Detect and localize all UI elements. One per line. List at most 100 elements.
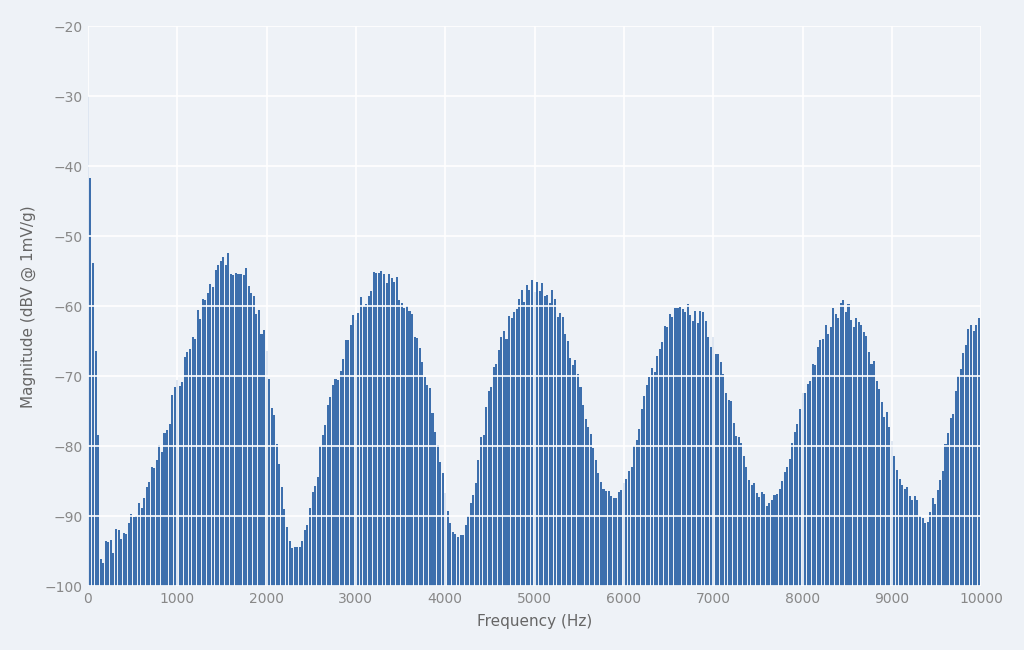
Bar bbox=[544, 296, 546, 586]
Bar bbox=[556, 317, 558, 586]
Bar bbox=[860, 325, 862, 586]
Bar bbox=[475, 484, 477, 586]
Bar bbox=[664, 326, 666, 586]
Bar bbox=[778, 489, 780, 586]
Bar bbox=[89, 178, 91, 586]
Bar bbox=[957, 376, 959, 586]
Bar bbox=[804, 393, 806, 586]
Bar bbox=[508, 316, 510, 586]
Bar bbox=[281, 488, 283, 586]
Bar bbox=[429, 388, 431, 586]
Bar bbox=[398, 300, 400, 586]
Bar bbox=[501, 337, 503, 586]
Bar bbox=[253, 296, 255, 586]
Bar bbox=[212, 287, 214, 586]
Bar bbox=[92, 263, 94, 586]
Bar bbox=[580, 387, 582, 586]
Bar bbox=[853, 327, 855, 586]
Bar bbox=[929, 512, 931, 586]
Bar bbox=[715, 354, 717, 586]
Bar bbox=[662, 342, 664, 586]
Bar bbox=[840, 304, 842, 586]
Bar bbox=[595, 460, 597, 586]
Bar bbox=[400, 303, 402, 586]
Bar bbox=[682, 309, 684, 586]
Bar bbox=[97, 436, 99, 586]
Bar bbox=[737, 437, 739, 586]
Bar bbox=[927, 523, 929, 586]
Bar bbox=[263, 330, 265, 586]
Bar bbox=[702, 312, 705, 586]
Bar bbox=[850, 320, 852, 586]
Bar bbox=[949, 419, 951, 586]
Bar bbox=[330, 397, 332, 586]
Bar bbox=[753, 483, 755, 586]
Bar bbox=[674, 308, 676, 586]
Bar bbox=[186, 352, 188, 586]
Bar bbox=[592, 448, 594, 586]
Bar bbox=[809, 380, 811, 586]
Bar bbox=[470, 503, 472, 586]
Bar bbox=[403, 308, 406, 586]
Bar bbox=[824, 326, 826, 586]
Bar bbox=[833, 308, 835, 586]
Bar bbox=[232, 274, 234, 586]
Bar bbox=[669, 314, 671, 586]
Bar bbox=[227, 253, 229, 586]
Bar bbox=[792, 443, 794, 586]
Bar bbox=[766, 506, 768, 586]
Bar bbox=[758, 497, 760, 586]
Bar bbox=[255, 314, 257, 586]
Bar bbox=[118, 530, 120, 586]
Bar bbox=[243, 276, 245, 586]
Bar bbox=[786, 467, 788, 586]
Bar bbox=[547, 295, 549, 586]
Bar bbox=[327, 405, 329, 586]
Bar bbox=[551, 291, 553, 586]
Bar bbox=[205, 300, 207, 586]
Bar bbox=[597, 473, 599, 586]
Bar bbox=[409, 311, 411, 586]
Bar bbox=[450, 523, 452, 586]
Bar bbox=[571, 365, 573, 586]
Bar bbox=[145, 486, 147, 586]
Bar bbox=[176, 380, 178, 586]
Bar bbox=[807, 384, 809, 586]
Bar bbox=[638, 428, 640, 586]
Bar bbox=[275, 444, 278, 586]
Bar bbox=[487, 391, 489, 586]
Bar bbox=[903, 489, 905, 586]
Bar bbox=[337, 380, 339, 586]
Bar bbox=[234, 272, 237, 586]
Bar bbox=[452, 532, 454, 586]
Bar bbox=[978, 318, 980, 586]
Bar bbox=[641, 409, 643, 586]
Bar bbox=[108, 541, 110, 586]
Bar bbox=[393, 282, 395, 586]
Bar bbox=[171, 395, 173, 586]
Bar bbox=[653, 372, 655, 586]
Bar bbox=[643, 396, 645, 586]
Bar bbox=[848, 304, 850, 586]
Bar bbox=[296, 547, 298, 586]
Bar bbox=[472, 495, 474, 586]
Bar bbox=[164, 433, 166, 586]
Bar bbox=[87, 96, 89, 586]
Bar bbox=[947, 433, 949, 586]
Bar bbox=[368, 296, 370, 586]
Bar bbox=[732, 423, 734, 586]
Bar bbox=[189, 349, 191, 586]
Bar bbox=[822, 339, 824, 586]
Bar bbox=[102, 564, 104, 586]
Bar bbox=[319, 446, 322, 586]
Bar bbox=[385, 283, 387, 586]
Bar bbox=[125, 534, 127, 586]
Bar bbox=[245, 268, 247, 586]
Bar bbox=[342, 359, 344, 586]
Bar bbox=[104, 541, 106, 586]
Bar bbox=[316, 476, 318, 586]
Bar bbox=[467, 515, 469, 586]
Bar bbox=[345, 340, 347, 586]
Bar bbox=[181, 382, 183, 586]
Bar bbox=[424, 378, 426, 586]
